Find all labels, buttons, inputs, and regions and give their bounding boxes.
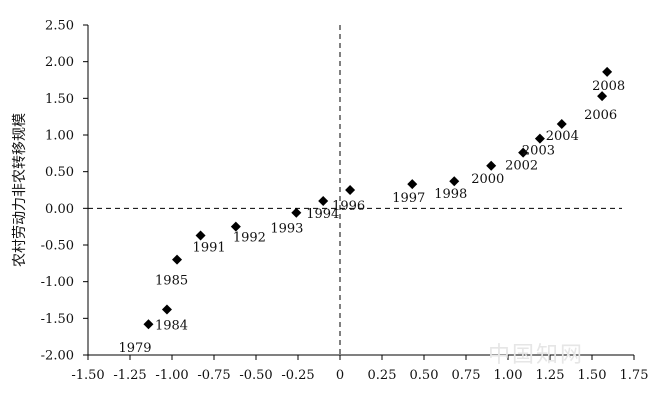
data-point-1993 bbox=[291, 207, 302, 218]
x-tick-label: -0.25 bbox=[281, 368, 314, 383]
point-label-2008: 2008 bbox=[592, 79, 625, 94]
point-label-2004: 2004 bbox=[546, 129, 579, 144]
watermark-text: 中国知网 bbox=[488, 343, 584, 368]
x-tick-label: 1.75 bbox=[620, 368, 649, 383]
point-label-2002: 2002 bbox=[505, 159, 538, 174]
y-tick-label: 2.50 bbox=[45, 19, 74, 34]
point-label-1996: 1996 bbox=[332, 199, 365, 214]
y-tick-label: -1.50 bbox=[41, 312, 74, 327]
data-point-1991 bbox=[195, 230, 206, 241]
y-tick-label: 1.00 bbox=[45, 129, 74, 144]
x-tick-label: 0.50 bbox=[410, 368, 439, 383]
y-axis-title: 农村劳动力非农转移规模 bbox=[12, 113, 28, 267]
data-point-1979 bbox=[143, 319, 154, 330]
y-tick-label: -1.00 bbox=[41, 275, 74, 290]
data-point-2000 bbox=[486, 160, 497, 171]
data-point-1984 bbox=[161, 304, 172, 315]
point-label-1979: 1979 bbox=[118, 341, 151, 356]
x-tick-label: 0 bbox=[336, 368, 344, 383]
y-tick-label: 0.00 bbox=[45, 202, 74, 217]
data-point-2004 bbox=[556, 119, 567, 129]
x-tick-label: -0.75 bbox=[197, 368, 230, 383]
x-tick-label: 0.25 bbox=[368, 368, 397, 383]
point-label-1991: 1991 bbox=[193, 240, 226, 255]
point-label-1994: 1994 bbox=[306, 207, 339, 222]
point-label-1993: 1993 bbox=[270, 222, 303, 237]
data-point-1994 bbox=[318, 196, 329, 206]
y-tick-label: 0.50 bbox=[45, 165, 74, 180]
x-tick-label: -1.25 bbox=[113, 368, 146, 383]
data-point-2002 bbox=[518, 147, 529, 158]
point-label-1985: 1985 bbox=[155, 274, 188, 289]
data-points bbox=[143, 66, 613, 330]
axes: 2.502.001.501.000.500.00-0.50-1.00-1.50-… bbox=[41, 19, 649, 384]
point-label-2003: 2003 bbox=[522, 144, 555, 159]
data-point-1997 bbox=[407, 179, 418, 190]
data-point-1998 bbox=[449, 176, 460, 187]
data-point-1996 bbox=[345, 185, 356, 195]
data-point-2008 bbox=[602, 66, 613, 77]
x-tick-label: -1.50 bbox=[71, 368, 104, 383]
x-tick-label: 1.50 bbox=[578, 368, 607, 383]
point-label-1998: 1998 bbox=[434, 187, 467, 202]
reference-lines bbox=[88, 25, 622, 355]
y-tick-label: -2.00 bbox=[41, 349, 74, 364]
x-tick-label: 0.75 bbox=[452, 368, 481, 383]
point-label-1992: 1992 bbox=[233, 231, 266, 246]
x-tick-label: 1.00 bbox=[494, 368, 523, 383]
data-point-1985 bbox=[172, 254, 183, 265]
point-label-1984: 1984 bbox=[155, 319, 188, 334]
y-tick-label: 1.50 bbox=[45, 92, 74, 107]
data-point-2006 bbox=[597, 91, 608, 102]
point-label-1997: 1997 bbox=[392, 191, 425, 206]
data-point-2003 bbox=[534, 133, 545, 144]
x-tick-label: -0.50 bbox=[239, 368, 272, 383]
data-point-1992 bbox=[230, 221, 241, 232]
x-tick-label: -1.00 bbox=[155, 368, 188, 383]
point-label-2000: 2000 bbox=[471, 172, 504, 187]
y-tick-label: 2.00 bbox=[45, 55, 74, 70]
x-tick-label: 1.25 bbox=[536, 368, 565, 383]
y-tick-label: -0.50 bbox=[41, 239, 74, 254]
point-label-2006: 2006 bbox=[584, 108, 617, 123]
